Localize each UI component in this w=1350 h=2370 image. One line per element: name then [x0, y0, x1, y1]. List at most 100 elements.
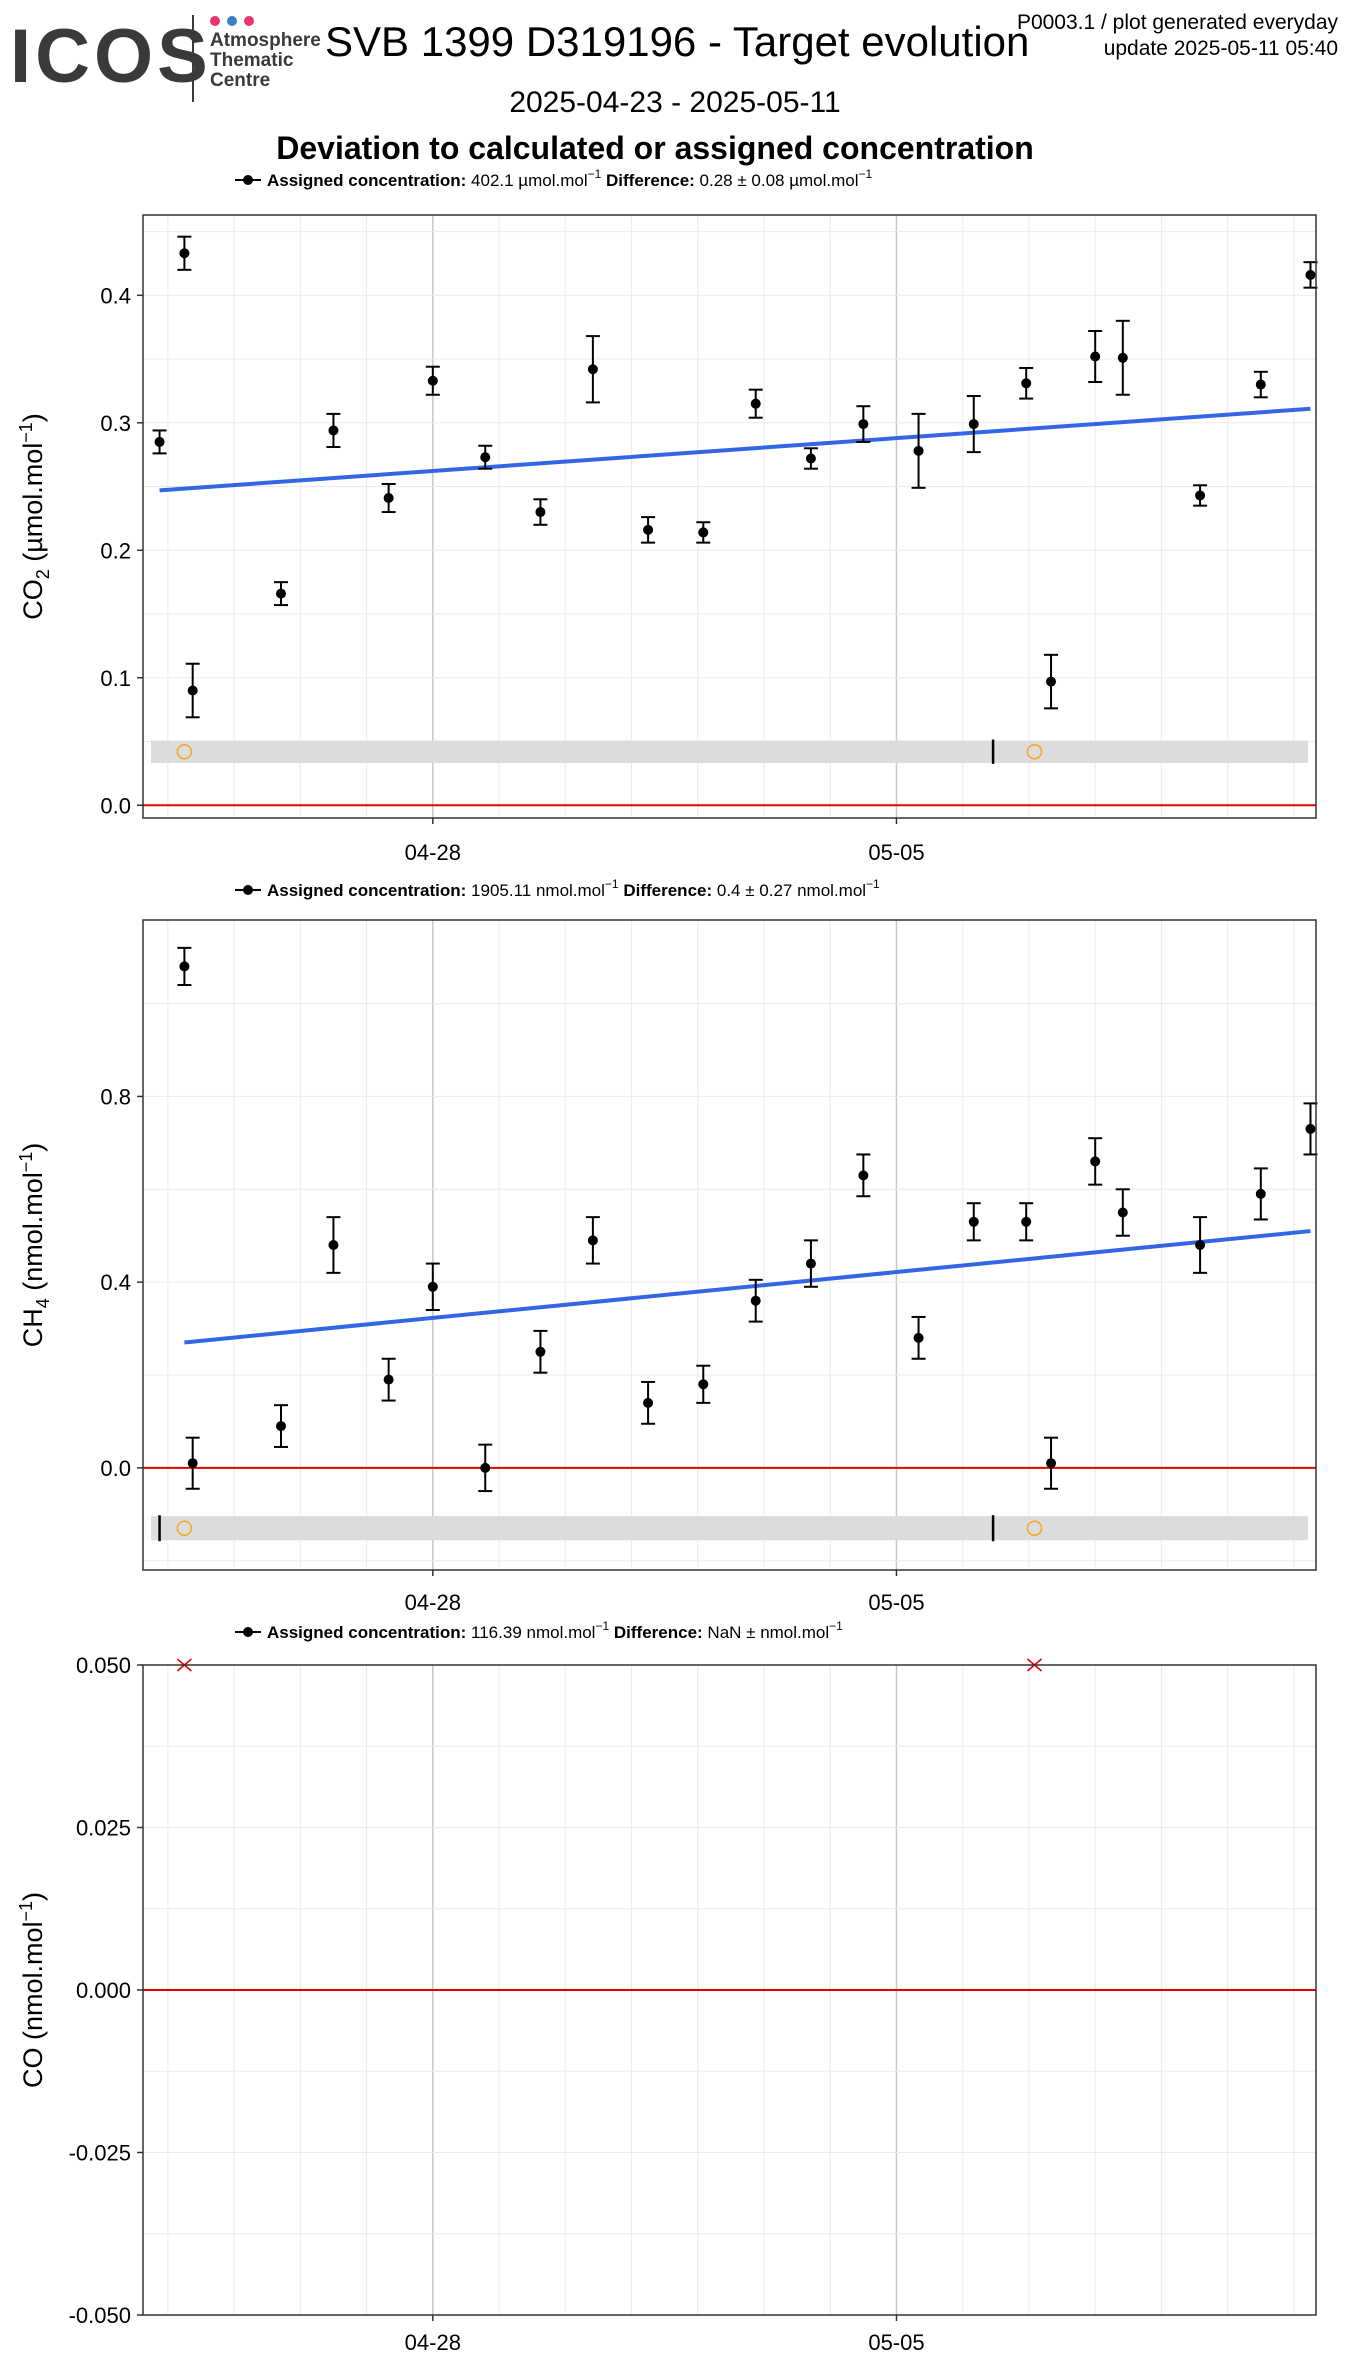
- point-marker: [179, 961, 190, 972]
- x-tick-label: 05-05: [868, 840, 924, 865]
- data-point: [425, 1262, 440, 1311]
- point-marker: [1090, 1156, 1101, 1167]
- data-point: [911, 1315, 926, 1360]
- data-point: [585, 1216, 600, 1265]
- data-point: [641, 1380, 656, 1425]
- plot-border: [142, 919, 1317, 1571]
- legend-text: Assigned concentration: 1905.11 nmol.mol…: [267, 877, 880, 900]
- data-point: [425, 365, 440, 396]
- data-point: [478, 444, 493, 470]
- data-point: [1088, 1137, 1103, 1186]
- data-point: [1303, 1102, 1318, 1156]
- data-point: [696, 521, 711, 544]
- data-point: [1193, 484, 1208, 507]
- y-tick-label: 0.2: [100, 538, 131, 563]
- data-point: [533, 498, 548, 526]
- legend-text: Assigned concentration: 402.1 µmol.mol−1…: [267, 167, 873, 190]
- data-point: [177, 235, 192, 271]
- point-marker: [1117, 1207, 1128, 1218]
- y-axis-label: CO (nmol.mol−1): [16, 1892, 48, 2088]
- point-marker: [1046, 1458, 1057, 1469]
- data-point: [856, 405, 871, 443]
- point-marker: [154, 436, 165, 447]
- legend: Assigned concentration: 402.1 µmol.mol−1…: [235, 167, 873, 190]
- logo-text: ICOS: [10, 14, 212, 99]
- trend-line: [184, 1229, 1311, 1345]
- ch4-chart: Assigned concentration: 1905.11 nmol.mol…: [16, 877, 1318, 1615]
- page-title: SVB 1399 D319196 - Target evolution: [325, 18, 1030, 65]
- trend-line: [159, 406, 1311, 493]
- point-marker: [750, 398, 761, 409]
- point-marker: [276, 588, 286, 599]
- point-marker: [1305, 269, 1316, 280]
- legend-marker-point: [243, 175, 253, 185]
- point-marker: [698, 527, 709, 538]
- y-tick-label: 0.3: [100, 411, 131, 436]
- data-point: [152, 429, 167, 455]
- legend-marker-point: [243, 1627, 253, 1637]
- y-axis-label: CO2 (µmol.mol−1): [16, 413, 53, 620]
- plot-border: [142, 214, 1317, 819]
- data-point: [966, 1202, 981, 1242]
- co2-panel: Assigned concentration: 402.1 µmol.mol−1…: [0, 160, 1350, 900]
- point-marker: [1255, 379, 1266, 390]
- x-tick-label: 05-05: [868, 1590, 924, 1615]
- data-point: [803, 447, 818, 470]
- x-tick-label: 04-28: [405, 840, 461, 865]
- point-marker: [383, 1374, 394, 1385]
- meta-line-1: P0003.1 / plot generated everyday: [1016, 11, 1338, 34]
- data-point: [911, 412, 926, 489]
- data-point: [856, 1153, 871, 1198]
- y-tick-label: -0.025: [69, 2141, 131, 2166]
- logo-subtitle-1: Atmosphere: [210, 30, 321, 51]
- data-point: [1019, 1202, 1034, 1242]
- flag-circle: [1026, 743, 1043, 760]
- flag-circle: [176, 1520, 193, 1536]
- point-marker: [913, 1332, 924, 1343]
- point-marker: [750, 1295, 761, 1306]
- point-marker: [480, 1462, 491, 1473]
- point-marker: [480, 452, 491, 463]
- flag-circle: [176, 743, 193, 760]
- logo-dot-1: [210, 16, 220, 26]
- data-point: [177, 946, 192, 986]
- point-marker: [1195, 1240, 1206, 1250]
- point-marker: [328, 425, 339, 436]
- data-point: [381, 482, 396, 514]
- flag-band-bar: [151, 740, 1308, 763]
- point-marker: [1021, 1216, 1032, 1227]
- y-tick-label: -0.050: [69, 2303, 131, 2328]
- co2-chart: Assigned concentration: 402.1 µmol.mol−1…: [16, 167, 1318, 865]
- legend: Assigned concentration: 116.39 nmol.mol−…: [235, 1620, 843, 1642]
- point-marker: [535, 1346, 546, 1357]
- data-point: [326, 412, 341, 449]
- point-marker: [427, 375, 438, 386]
- ch4-panel: Assigned concentration: 1905.11 nmol.mol…: [0, 870, 1350, 1615]
- data-point: [1193, 1216, 1208, 1274]
- point-marker: [1021, 378, 1032, 389]
- point-marker: [968, 1216, 979, 1227]
- logo-subtitle-3: Centre: [210, 70, 270, 91]
- point-marker: [805, 453, 816, 464]
- date-range: 2025-04-23 - 2025-05-11: [509, 86, 841, 119]
- point-marker: [1305, 1123, 1316, 1134]
- flag-band: [151, 1515, 1308, 1542]
- data-point: [478, 1443, 493, 1493]
- y-tick-label: 0.1: [100, 666, 131, 691]
- point-marker: [1090, 351, 1101, 362]
- y-tick-label: 0.025: [76, 1816, 131, 1841]
- data-point: [966, 395, 981, 454]
- data-point: [185, 1436, 200, 1490]
- data-point: [1044, 653, 1059, 710]
- logo-subtitle-2: Thematic: [210, 50, 294, 71]
- data-point: [274, 581, 288, 607]
- grid: [143, 215, 1316, 818]
- y-tick-label: 0.4: [100, 283, 131, 308]
- data-point: [1115, 1188, 1130, 1237]
- point-marker: [535, 507, 546, 518]
- data-point: [1044, 1436, 1059, 1490]
- x-tick-label: 04-28: [405, 1590, 461, 1615]
- data-point: [696, 1364, 711, 1404]
- point-marker: [858, 1170, 869, 1181]
- legend-text: Assigned concentration: 116.39 nmol.mol−…: [267, 1620, 843, 1642]
